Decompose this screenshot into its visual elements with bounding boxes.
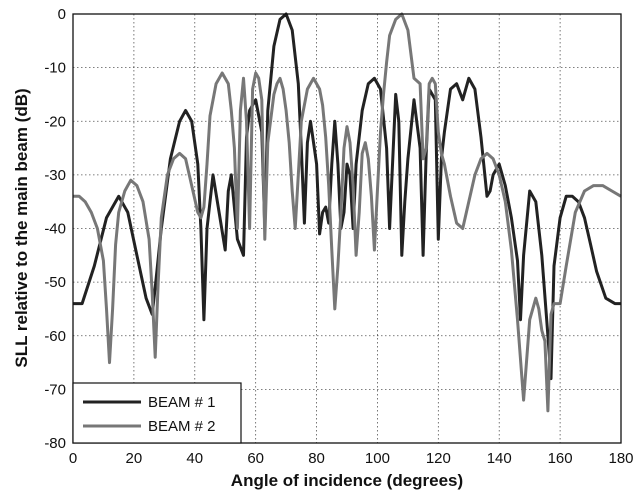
x-tick-label: 100 — [365, 450, 390, 467]
y-tick-label: -40 — [44, 221, 66, 238]
y-tick-label: -20 — [44, 113, 66, 130]
x-tick-label: 160 — [548, 450, 573, 467]
legend-box — [72, 382, 242, 444]
y-tick-label: -50 — [44, 274, 66, 291]
y-tick-label: -80 — [44, 435, 66, 452]
y-tick-label: -60 — [44, 328, 66, 345]
series-line-beam-2 — [73, 12, 622, 413]
series-line-beam-1 — [73, 12, 621, 381]
y-tick-label: -10 — [44, 60, 66, 77]
x-tick-label: 60 — [247, 450, 264, 467]
legend-label-beam-1: BEAM # 1 — [148, 394, 216, 411]
x-tick-labels: 0 20 40 60 80 100 120 140 160 180 — [69, 450, 634, 467]
x-tick-label: 20 — [126, 450, 143, 467]
x-tick-label: 80 — [308, 450, 325, 467]
grid-lines — [73, 14, 621, 443]
x-tick-label: 120 — [426, 450, 451, 467]
x-tick-label: 140 — [487, 450, 512, 467]
y-tick-label: -30 — [44, 167, 66, 184]
y-tick-labels: 0 -10 -20 -30 -40 -50 -60 -70 -80 — [44, 6, 66, 452]
y-tick-label: 0 — [58, 6, 66, 23]
series-group — [73, 12, 622, 413]
legend: BEAM # 1 BEAM # 2 — [72, 382, 242, 444]
x-axis-title: Angle of incidence (degrees) — [231, 471, 463, 490]
x-tick-label: 0 — [69, 450, 77, 467]
x-tick-label: 180 — [608, 450, 633, 467]
y-tick-label: -70 — [44, 381, 66, 398]
y-axis-title: SLL relative to the main beam (dB) — [12, 88, 31, 367]
x-tick-label: 40 — [186, 450, 203, 467]
legend-label-beam-2: BEAM # 2 — [148, 418, 216, 435]
plot-frame — [72, 13, 622, 444]
